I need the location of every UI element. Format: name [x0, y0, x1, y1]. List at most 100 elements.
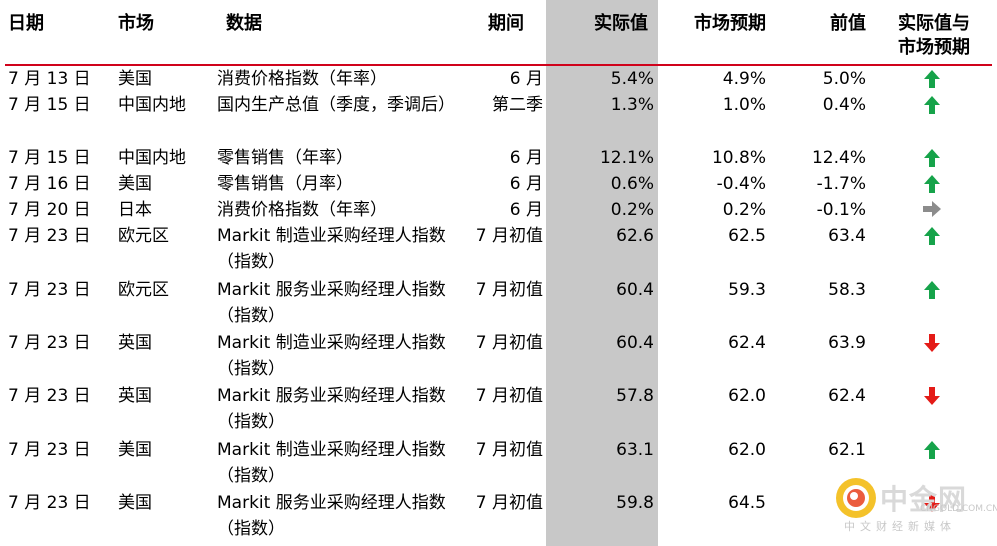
row-market: 中国内地 — [118, 148, 186, 168]
arrow-down-icon — [916, 333, 948, 353]
row-actual: 5.4% — [610, 69, 654, 89]
row-indicator: Markit 制造业采购经理人指数（指数） — [217, 440, 446, 486]
row-market: 美国 — [118, 69, 152, 89]
row-previous: 0.4% — [822, 95, 866, 115]
row-forecast: 1.0% — [722, 95, 766, 115]
row-indicator: 零售销售（月率） — [217, 174, 353, 194]
header-period: 期间 — [488, 13, 524, 34]
row-previous: 12.4% — [811, 148, 866, 168]
row-market: 英国 — [118, 386, 152, 406]
row-forecast: 4.9% — [722, 69, 766, 89]
row-actual: 60.4 — [616, 333, 654, 353]
header-rule — [5, 64, 992, 66]
row-period: 6 月 — [509, 148, 543, 168]
row-forecast: 62.0 — [728, 440, 766, 460]
row-market: 日本 — [118, 200, 152, 220]
header-comparison-line2: 市场预期 — [898, 37, 970, 58]
row-previous: 5.0% — [822, 69, 866, 89]
row-date: 7 月 23 日 — [8, 226, 91, 246]
row-period: 7 月初值 — [475, 386, 543, 406]
arrow-down-icon — [916, 386, 948, 406]
row-date: 7 月 23 日 — [8, 493, 91, 513]
row-period: 第二季 — [492, 95, 543, 115]
row-actual: 1.3% — [610, 95, 654, 115]
row-period: 7 月初值 — [475, 440, 543, 460]
row-market: 英国 — [118, 333, 152, 353]
row-date: 7 月 20 日 — [8, 200, 91, 220]
row-period: 7 月初值 — [475, 226, 543, 246]
arrow-up-icon — [916, 174, 948, 194]
row-forecast: -0.4% — [716, 174, 766, 194]
row-forecast: 62.0 — [728, 386, 766, 406]
row-forecast: 64.5 — [728, 493, 766, 513]
row-date: 7 月 23 日 — [8, 333, 91, 353]
row-indicator: Markit 服务业采购经理人指数（指数） — [217, 386, 446, 432]
row-actual: 0.6% — [610, 174, 654, 194]
arrow-up-icon — [916, 148, 948, 168]
row-actual: 60.4 — [616, 280, 654, 300]
arrow-up-icon — [916, 280, 948, 300]
row-date: 7 月 15 日 — [8, 95, 91, 115]
row-date: 7 月 13 日 — [8, 69, 91, 89]
watermark-domain: CNGOLD.COM.CN — [920, 504, 997, 514]
arrow-right-icon — [916, 200, 948, 220]
row-forecast: 59.3 — [728, 280, 766, 300]
row-actual: 12.1% — [599, 148, 654, 168]
row-market: 美国 — [118, 440, 152, 460]
row-date: 7 月 15 日 — [8, 148, 91, 168]
header-comparison: 实际值与 市场预期 — [884, 12, 984, 60]
row-previous: -0.1% — [816, 200, 866, 220]
row-previous: -1.7% — [816, 174, 866, 194]
row-date: 7 月 23 日 — [8, 440, 91, 460]
row-indicator: 国内生产总值（季度，季调后） — [217, 95, 455, 115]
row-date: 7 月 23 日 — [8, 280, 91, 300]
row-indicator: Markit 制造业采购经理人指数（指数） — [217, 226, 446, 272]
row-actual: 57.8 — [616, 386, 654, 406]
row-period: 6 月 — [509, 69, 543, 89]
header-comparison-line1: 实际值与 — [898, 13, 970, 34]
row-market: 美国 — [118, 174, 152, 194]
row-previous: 62.4 — [828, 386, 866, 406]
watermark-tagline: 中文财经新媒体 — [844, 520, 956, 533]
row-market: 欧元区 — [118, 226, 169, 246]
row-previous: 58.3 — [828, 280, 866, 300]
row-date: 7 月 16 日 — [8, 174, 91, 194]
header-data: 数据 — [226, 13, 262, 34]
row-previous: 63.9 — [828, 333, 866, 353]
header-market: 市场 — [118, 13, 154, 34]
row-previous: 62.1 — [828, 440, 866, 460]
row-previous: 63.4 — [828, 226, 866, 246]
row-market: 中国内地 — [118, 95, 186, 115]
watermark-name: 中金网 — [880, 483, 968, 516]
row-period: 7 月初值 — [475, 493, 543, 513]
row-actual: 0.2% — [610, 200, 654, 220]
row-period: 6 月 — [509, 200, 543, 220]
row-forecast: 62.5 — [728, 226, 766, 246]
actual-column-shade — [546, 0, 658, 546]
watermark: 中金网 CNGOLD.COM.CN 中文财经新媒体 — [830, 470, 997, 540]
row-forecast: 10.8% — [711, 148, 766, 168]
row-period: 7 月初值 — [475, 333, 543, 353]
arrow-down-icon — [916, 493, 948, 513]
row-market: 美国 — [118, 493, 152, 513]
header-forecast: 市场预期 — [694, 13, 766, 34]
row-indicator: 消费价格指数（年率） — [217, 69, 387, 89]
row-forecast: 62.4 — [728, 333, 766, 353]
arrow-up-icon — [916, 440, 948, 460]
arrow-up-icon — [916, 226, 948, 246]
row-actual: 62.6 — [616, 226, 654, 246]
arrow-up-icon — [916, 95, 948, 115]
header-previous: 前值 — [830, 13, 866, 34]
header-actual: 实际值 — [594, 13, 648, 34]
header-date: 日期 — [8, 13, 44, 34]
row-forecast: 0.2% — [722, 200, 766, 220]
row-indicator: Markit 服务业采购经理人指数（指数） — [217, 280, 446, 326]
row-period: 6 月 — [509, 174, 543, 194]
row-market: 欧元区 — [118, 280, 169, 300]
row-indicator: 消费价格指数（年率） — [217, 200, 387, 220]
row-period: 7 月初值 — [475, 280, 543, 300]
row-indicator: Markit 服务业采购经理人指数（指数） — [217, 493, 446, 539]
cngold-logo-icon — [836, 478, 876, 518]
row-date: 7 月 23 日 — [8, 386, 91, 406]
row-indicator: 零售销售（年率） — [217, 148, 353, 168]
